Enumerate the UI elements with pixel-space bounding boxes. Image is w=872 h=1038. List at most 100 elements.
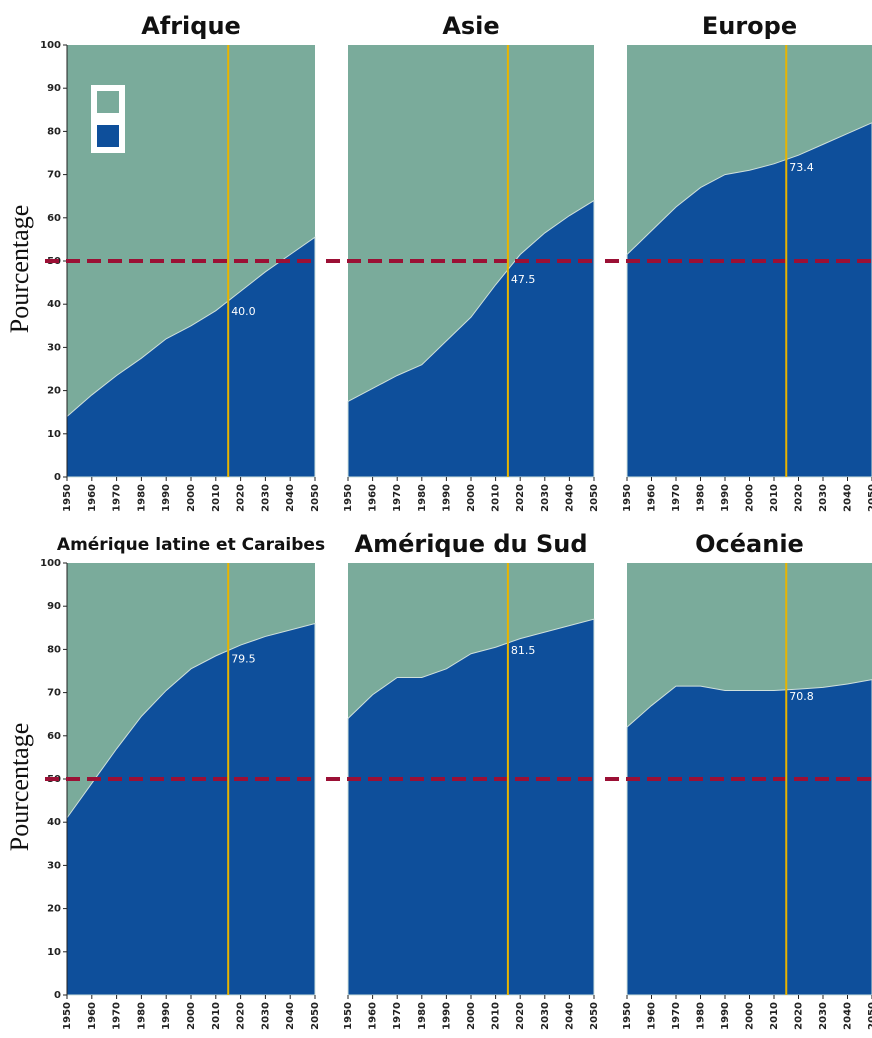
y-tick-label: 10	[47, 429, 61, 440]
x-tick-label: 1970	[671, 484, 682, 512]
y-tick-label: 80	[47, 126, 61, 137]
x-tick-label: 2040	[843, 484, 854, 512]
y-tick-label: 100	[40, 558, 61, 569]
x-tick-label: 1990	[720, 484, 731, 512]
x-tick-label: 2030	[540, 1002, 551, 1030]
x-tick-label: 1990	[720, 1002, 731, 1030]
y-tick-label: 40	[47, 817, 61, 828]
x-tick-label: 2020	[236, 1002, 247, 1030]
legend-swatch	[97, 91, 119, 113]
area	[347, 199, 595, 478]
y-tick-label: 40	[47, 299, 61, 310]
x-tick-label: 1970	[112, 484, 123, 512]
x-tick-label: 1950	[622, 1002, 633, 1030]
x-tick-label: 2000	[745, 484, 756, 512]
x-tick-label: 2000	[745, 1002, 756, 1030]
x-tick-label: 2000	[186, 484, 197, 512]
x-tick-label: 2010	[769, 1002, 780, 1030]
y-tick-label: 30	[47, 860, 61, 871]
x-tick-label: 2020	[515, 1002, 526, 1030]
x-tick-label: 1990	[161, 1002, 172, 1030]
chart-title: Afrique	[141, 12, 241, 40]
y-tick-label: 30	[47, 342, 61, 353]
x-tick-label: 2050	[310, 1002, 321, 1030]
x-tick-label: 1980	[696, 484, 707, 512]
area	[626, 679, 872, 996]
x-tick-label: 1950	[343, 1002, 354, 1030]
annotation-label: 47.5	[511, 273, 536, 286]
annotation-label: 73.4	[789, 161, 814, 174]
x-tick-label: 1990	[441, 484, 452, 512]
x-tick-label: 1980	[417, 484, 428, 512]
y-axis-label: Pourcentage	[5, 723, 34, 852]
x-tick-label: 1970	[392, 1002, 403, 1030]
y-tick-label: 0	[54, 990, 61, 1001]
x-tick-label: 1980	[696, 1002, 707, 1030]
x-tick-label: 1950	[62, 1002, 73, 1030]
y-tick-label: 20	[47, 386, 61, 397]
chart-title: Amérique latine et Caraibes	[57, 535, 325, 555]
x-tick-label: 1980	[136, 1002, 147, 1030]
x-tick-label: 1990	[161, 484, 172, 512]
area	[66, 236, 316, 478]
x-tick-label: 1970	[392, 484, 403, 512]
x-tick-label: 1950	[622, 484, 633, 512]
x-tick-label: 1950	[62, 484, 73, 512]
x-tick-label: 1990	[441, 1002, 452, 1030]
x-tick-label: 1960	[87, 1002, 98, 1030]
y-tick-label: 0	[54, 472, 61, 483]
area	[347, 618, 595, 996]
y-tick-label: 70	[47, 170, 61, 181]
x-tick-label: 1960	[647, 484, 658, 512]
x-tick-label: 1970	[671, 1002, 682, 1030]
y-tick-label: 90	[47, 601, 61, 612]
chart-title: Asie	[442, 12, 499, 40]
y-axis-label: Pourcentage	[5, 205, 34, 334]
annotation-label: 70.8	[789, 690, 814, 703]
x-tick-label: 1970	[112, 1002, 123, 1030]
y-tick-label: 10	[47, 947, 61, 958]
x-tick-label: 2000	[466, 1002, 477, 1030]
x-tick-label: 2050	[589, 1002, 600, 1030]
x-tick-label: 2020	[515, 484, 526, 512]
x-tick-label: 2050	[867, 484, 872, 512]
annotation-label: 40.0	[231, 305, 256, 318]
y-tick-label: 60	[47, 731, 61, 742]
y-tick-label: 60	[47, 213, 61, 224]
x-tick-label: 2050	[310, 484, 321, 512]
chart-title: Amérique du Sud	[355, 530, 588, 558]
legend-swatch	[97, 125, 119, 147]
x-tick-label: 1980	[136, 484, 147, 512]
y-tick-label: 70	[47, 688, 61, 699]
x-tick-label: 2040	[843, 1002, 854, 1030]
x-tick-label: 1980	[417, 1002, 428, 1030]
x-tick-label: 2010	[211, 484, 222, 512]
x-tick-label: 1950	[343, 484, 354, 512]
x-tick-label: 2020	[236, 484, 247, 512]
x-tick-label: 2040	[564, 1002, 575, 1030]
x-tick-label: 1960	[87, 484, 98, 512]
x-tick-label: 1960	[368, 484, 379, 512]
x-tick-label: 2050	[589, 484, 600, 512]
area	[626, 122, 872, 478]
x-tick-label: 1960	[368, 1002, 379, 1030]
x-tick-label: 2010	[769, 484, 780, 512]
x-tick-label: 2010	[491, 484, 502, 512]
y-tick-label: 80	[47, 644, 61, 655]
annotation-label: 81.5	[511, 644, 536, 657]
x-tick-label: 2050	[867, 1002, 872, 1030]
x-tick-label: 2030	[818, 484, 829, 512]
annotation-label: 79.5	[231, 653, 256, 666]
x-tick-label: 1960	[647, 1002, 658, 1030]
chart-title: Europe	[702, 12, 797, 40]
x-tick-label: 2030	[260, 1002, 271, 1030]
x-tick-label: 2040	[285, 1002, 296, 1030]
y-tick-label: 90	[47, 83, 61, 94]
x-tick-label: 2040	[564, 484, 575, 512]
x-tick-label: 2030	[260, 484, 271, 512]
x-tick-label: 2030	[818, 1002, 829, 1030]
y-tick-label: 20	[47, 904, 61, 915]
x-tick-label: 2000	[186, 1002, 197, 1030]
y-tick-label: 100	[40, 40, 61, 51]
